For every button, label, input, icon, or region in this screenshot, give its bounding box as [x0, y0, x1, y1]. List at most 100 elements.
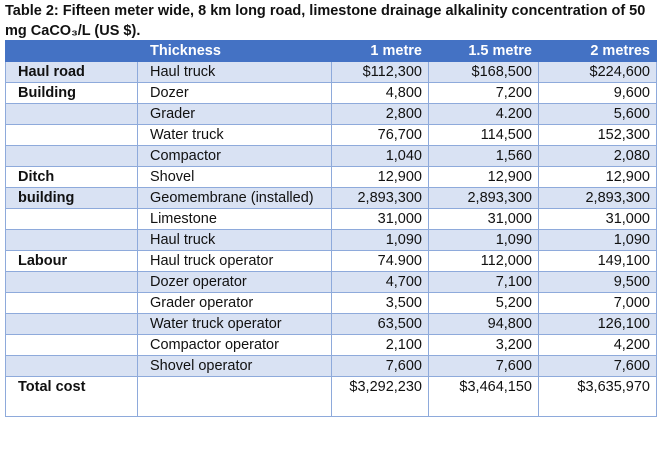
- category-cell: building: [5, 187, 138, 209]
- item-cell: Water truck operator: [137, 313, 332, 335]
- category-cell: [5, 334, 138, 356]
- value-1-5-metre: 7,600: [428, 355, 539, 377]
- value-2-metres: 9,600: [538, 82, 657, 104]
- value-1-5-metre: 4.200: [428, 103, 539, 125]
- value-2-metres: 7,600: [538, 355, 657, 377]
- value-1-5-metre: 1,090: [428, 229, 539, 251]
- table-row: Grader operator 3,500 5,200 7,000: [5, 292, 657, 314]
- item-cell: Dozer: [137, 82, 332, 104]
- value-1-5-metre: 112,000: [428, 250, 539, 272]
- item-cell: Water truck: [137, 124, 332, 146]
- header-2-metres: 2 metres: [538, 40, 657, 62]
- value-1-5-metre: 7,100: [428, 271, 539, 293]
- item-cell: Limestone: [137, 208, 332, 230]
- value-1-metre: 12,900: [331, 166, 429, 188]
- item-cell: Grader operator: [137, 292, 332, 314]
- header-1-metre: 1 metre: [331, 40, 429, 62]
- item-cell: Shovel: [137, 166, 332, 188]
- category-cell: [5, 208, 138, 230]
- table-row: Compactor 1,040 1,560 2,080: [5, 145, 657, 167]
- value-1-5-metre: 2,893,300: [428, 187, 539, 209]
- table-row: Labour Haul truck operator 74.900 112,000 14…: [5, 250, 657, 272]
- value-2-metres: 149,100: [538, 250, 657, 272]
- value-1-5-metre: $168,500: [428, 61, 539, 83]
- category-cell: [5, 124, 138, 146]
- category-cell: Labour: [5, 250, 138, 272]
- value-1-metre: 2,100: [331, 334, 429, 356]
- table-row: Ditch Shovel 12,900 12,900 12,900: [5, 166, 657, 188]
- value-1-metre: 3,500: [331, 292, 429, 314]
- value-2-metres: 5,600: [538, 103, 657, 125]
- table-row: Building Dozer 4,800 7,200 9,600: [5, 82, 657, 104]
- table-row: Haul road Haul truck $112,300 $168,500 $224,…: [5, 61, 657, 83]
- value-1-metre: 1,090: [331, 229, 429, 251]
- value-1-metre: 31,000: [331, 208, 429, 230]
- table-caption: Table 2: Fifteen meter wide, 8 km long r…: [5, 3, 646, 39]
- table-row: Shovel operator 7,600 7,600 7,600: [5, 355, 657, 377]
- item-cell: Haul truck operator: [137, 250, 332, 272]
- category-cell: [5, 313, 138, 335]
- item-cell: [137, 376, 332, 417]
- value-1-metre: 4,700: [331, 271, 429, 293]
- category-cell: [5, 229, 138, 251]
- value-1-metre: 63,500: [331, 313, 429, 335]
- header-1-5-metre: 1.5 metre: [428, 40, 539, 62]
- category-cell: Building: [5, 82, 138, 104]
- category-cell: Haul road: [5, 61, 138, 83]
- category-cell: [5, 103, 138, 125]
- category-cell: [5, 145, 138, 167]
- value-2-metres: 152,300: [538, 124, 657, 146]
- table-row: Dozer operator 4,700 7,100 9,500: [5, 271, 657, 293]
- value-1-metre: 74.900: [331, 250, 429, 272]
- value-1-5-metre: 7,200: [428, 82, 539, 104]
- value-1-metre: 4,800: [331, 82, 429, 104]
- table-row: Limestone 31,000 31,000 31,000: [5, 208, 657, 230]
- value-1-5-metre: 31,000: [428, 208, 539, 230]
- value-1-5-metre: 94,800: [428, 313, 539, 335]
- value-2-metres: 2,893,300: [538, 187, 657, 209]
- category-cell: [5, 355, 138, 377]
- table-row: Haul truck 1,090 1,090 1,090: [5, 229, 657, 251]
- item-cell: Dozer operator: [137, 271, 332, 293]
- item-cell: Grader: [137, 103, 332, 125]
- value-1-metre: 2,800: [331, 103, 429, 125]
- value-1-5-metre: 114,500: [428, 124, 539, 146]
- value-2-metres: $224,600: [538, 61, 657, 83]
- value-2-metres: 1,090: [538, 229, 657, 251]
- item-cell: Compactor: [137, 145, 332, 167]
- value-1-5-metre: $3,464,150: [428, 376, 539, 417]
- value-2-metres: 7,000: [538, 292, 657, 314]
- category-cell: [5, 271, 138, 293]
- item-cell: Haul truck: [137, 229, 332, 251]
- header-category: [5, 40, 138, 62]
- value-1-5-metre: 1,560: [428, 145, 539, 167]
- value-1-5-metre: 5,200: [428, 292, 539, 314]
- value-1-metre: 76,700: [331, 124, 429, 146]
- item-cell: Shovel operator: [137, 355, 332, 377]
- value-1-5-metre: 12,900: [428, 166, 539, 188]
- item-cell: Compactor operator: [137, 334, 332, 356]
- value-2-metres: 2,080: [538, 145, 657, 167]
- table-header-row: Thickness 1 metre 1.5 metre 2 metres: [5, 40, 657, 62]
- value-1-metre: 2,893,300: [331, 187, 429, 209]
- value-1-metre: $112,300: [331, 61, 429, 83]
- cost-table: Thickness 1 metre 1.5 metre 2 metres Hau…: [5, 40, 657, 417]
- table-row: Compactor operator 2,100 3,200 4,200: [5, 334, 657, 356]
- value-1-metre: $3,292,230: [331, 376, 429, 417]
- value-1-metre: 1,040: [331, 145, 429, 167]
- header-thickness: Thickness: [137, 40, 332, 62]
- item-cell: Geomembrane (installed): [137, 187, 332, 209]
- value-1-5-metre: 3,200: [428, 334, 539, 356]
- table-row: Water truck operator 63,500 94,800 126,100: [5, 313, 657, 335]
- value-2-metres: 31,000: [538, 208, 657, 230]
- value-2-metres: $3,635,970: [538, 376, 657, 417]
- category-cell: Ditch: [5, 166, 138, 188]
- category-cell: Total cost: [5, 376, 138, 417]
- value-2-metres: 4,200: [538, 334, 657, 356]
- table-row: Grader 2,800 4.200 5,600: [5, 103, 657, 125]
- value-2-metres: 12,900: [538, 166, 657, 188]
- item-cell: Haul truck: [137, 61, 332, 83]
- table-row: building Geomembrane (installed) 2,893,300…: [5, 187, 657, 209]
- table-row: Total cost $3,292,230 $3,464,150 $3,635,970: [5, 376, 657, 417]
- table-row: Water truck 76,700 114,500 152,300: [5, 124, 657, 146]
